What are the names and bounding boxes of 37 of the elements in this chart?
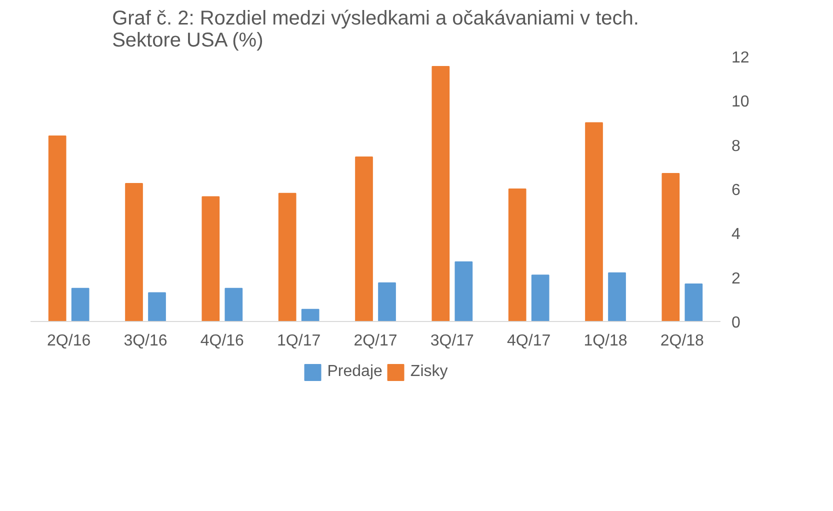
bar xyxy=(585,122,603,322)
bar xyxy=(684,283,703,322)
legend-label: Zisky xyxy=(410,363,448,381)
bar xyxy=(662,173,680,322)
bar xyxy=(224,288,243,322)
bar xyxy=(454,261,473,322)
bar xyxy=(355,156,373,322)
bar xyxy=(148,292,166,322)
bar xyxy=(508,188,526,322)
bar xyxy=(378,282,396,322)
y-tick-label: 10 xyxy=(732,94,750,111)
x-tick-label: 4Q/16 xyxy=(200,332,244,350)
y-tick-label: 2 xyxy=(732,270,740,288)
bar xyxy=(48,136,66,322)
x-tick-label: 2Q/16 xyxy=(47,332,91,350)
x-tick-label: 1Q/17 xyxy=(277,332,321,350)
x-tick-label: 2Q/17 xyxy=(354,332,398,350)
y-tick-label: 4 xyxy=(732,226,740,244)
x-tick-label: 1Q/18 xyxy=(584,332,628,350)
x-tick-label: 3Q/17 xyxy=(430,332,474,350)
chart-title: Graf č. 2: Rozdiel medzi výsledkami a očakávaniami v tech. Sektore USA (%) xyxy=(112,8,639,52)
y-tick-label: 12 xyxy=(732,50,750,66)
bar xyxy=(125,182,143,322)
bar xyxy=(301,308,320,322)
x-tick-label: 4Q/17 xyxy=(507,332,551,350)
y-tick-label: 6 xyxy=(732,182,740,199)
legend-label: Predaje xyxy=(327,363,382,381)
bar xyxy=(202,196,220,322)
bar xyxy=(608,272,626,322)
bar xyxy=(71,288,90,322)
bar xyxy=(278,192,296,322)
y-tick-label: 8 xyxy=(732,138,740,155)
x-tick-label: 3Q/16 xyxy=(124,332,168,350)
bar xyxy=(531,274,550,322)
bar xyxy=(432,66,450,322)
y-tick-label: 0 xyxy=(732,314,740,332)
x-tick-label: 2Q/18 xyxy=(660,332,704,350)
